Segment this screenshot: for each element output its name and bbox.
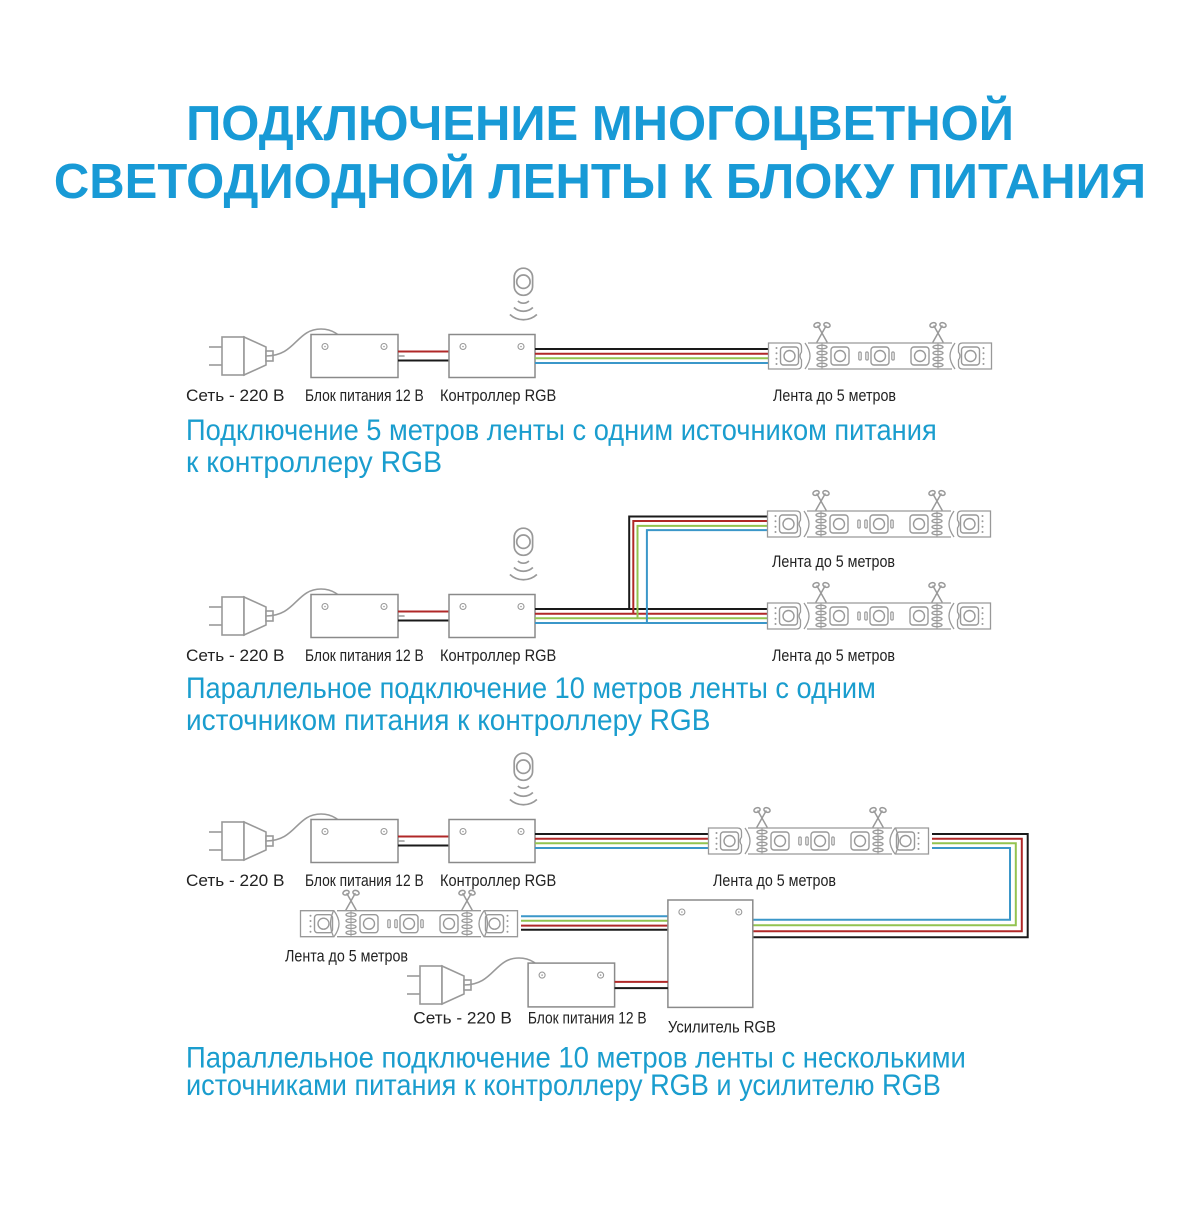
svg-text:Параллельное подключение 10 ме: Параллельное подключение 10 метров ленты… xyxy=(186,672,876,705)
svg-text:Подключение 5 метров ленты с о: Подключение 5 метров ленты с одним источ… xyxy=(186,414,937,447)
svg-text:источниками питания к контролл: источниками питания к контроллеру RGB и … xyxy=(186,1069,941,1102)
svg-text:к контроллеру RGB: к контроллеру RGB xyxy=(186,446,442,479)
svg-text:Сеть - 220 В: Сеть - 220 В xyxy=(186,646,285,665)
svg-text:Усилитель RGB: Усилитель RGB xyxy=(668,1017,776,1036)
svg-text:Блок питания 12 В: Блок питания 12 В xyxy=(305,646,424,665)
svg-text:источником питания к контролле: источником питания к контроллеру RGB xyxy=(186,704,710,737)
svg-text:Лента до 5 метров: Лента до 5 метров xyxy=(713,871,836,890)
svg-text:ПОДКЛЮЧЕНИЕ МНОГОЦВЕТНОЙ: ПОДКЛЮЧЕНИЕ МНОГОЦВЕТНОЙ xyxy=(186,96,1014,151)
svg-text:Контроллер RGB: Контроллер RGB xyxy=(440,646,556,665)
svg-text:Блок питания 12 В: Блок питания 12 В xyxy=(528,1008,647,1027)
svg-text:Лента до 5 метров: Лента до 5 метров xyxy=(772,646,895,665)
svg-text:Сеть - 220 В: Сеть - 220 В xyxy=(186,386,285,405)
svg-text:Блок питания 12 В: Блок питания 12 В xyxy=(305,386,424,405)
svg-text:Контроллер RGB: Контроллер RGB xyxy=(440,386,556,405)
svg-text:Лента до 5 метров: Лента до 5 метров xyxy=(772,552,895,571)
svg-text:Лента до 5 метров: Лента до 5 метров xyxy=(773,386,896,405)
svg-text:Лента до 5 метров: Лента до 5 метров xyxy=(285,947,408,966)
svg-text:Сеть - 220 В: Сеть - 220 В xyxy=(186,871,285,890)
svg-text:Блок питания 12 В: Блок питания 12 В xyxy=(305,871,424,890)
svg-text:Сеть - 220 В: Сеть - 220 В xyxy=(413,1008,512,1027)
svg-text:СВЕТОДИОДНОЙ ЛЕНТЫ К БЛОКУ ПИТ: СВЕТОДИОДНОЙ ЛЕНТЫ К БЛОКУ ПИТАНИЯ xyxy=(54,154,1146,209)
svg-text:Контроллер RGB: Контроллер RGB xyxy=(440,871,556,890)
